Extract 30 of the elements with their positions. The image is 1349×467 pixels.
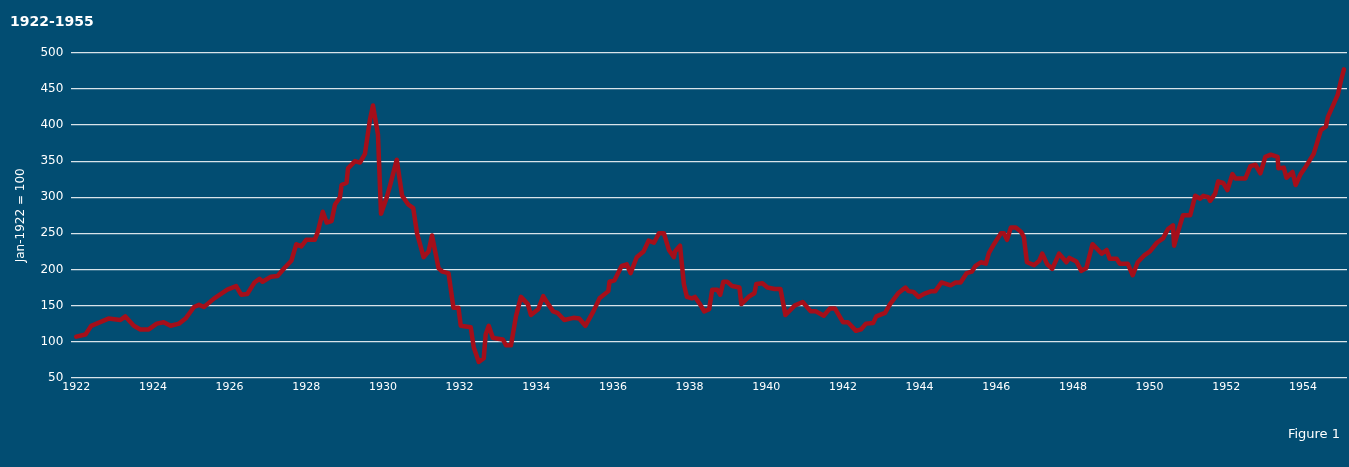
x-tick-label: 1948 [1058, 380, 1087, 394]
y-tick-label: 100 [40, 333, 64, 348]
x-tick-label: 1952 [1212, 380, 1241, 394]
y-tick-label: 250 [40, 225, 64, 240]
y-tick-label: 300 [40, 189, 64, 204]
x-tick-label: 1922 [62, 380, 91, 394]
y-tick-label: 350 [40, 153, 64, 168]
chart-title: 1922-1955 [10, 13, 94, 30]
x-tick-label: 1942 [828, 380, 857, 394]
x-tick-label: 1928 [292, 380, 321, 394]
x-tick-label: 1946 [982, 380, 1011, 394]
x-tick-label: 1926 [215, 380, 244, 394]
x-tick-label: 1944 [905, 380, 934, 394]
x-tick-label: 1932 [445, 380, 474, 394]
x-tick-label: 1936 [598, 380, 627, 394]
y-tick-label: 450 [40, 81, 64, 96]
y-tick-label: 200 [40, 261, 64, 276]
y-axis-title: Jan-1922 = 100 [13, 168, 28, 264]
y-tick-label: 400 [40, 117, 64, 132]
x-tick-label: 1938 [675, 380, 704, 394]
x-tick-label: 1950 [1135, 380, 1164, 394]
y-tick-label: 150 [40, 297, 64, 312]
x-tick-label: 1954 [1288, 380, 1317, 394]
x-tick-label: 1940 [752, 380, 781, 394]
x-tick-label: 1934 [522, 380, 551, 394]
x-tick-label: 1930 [368, 380, 397, 394]
x-tick-label: 1924 [138, 380, 167, 394]
caption: Figure 1 [1287, 426, 1340, 441]
y-tick-label: 50 [48, 369, 64, 384]
y-tick-label: 500 [40, 44, 64, 59]
